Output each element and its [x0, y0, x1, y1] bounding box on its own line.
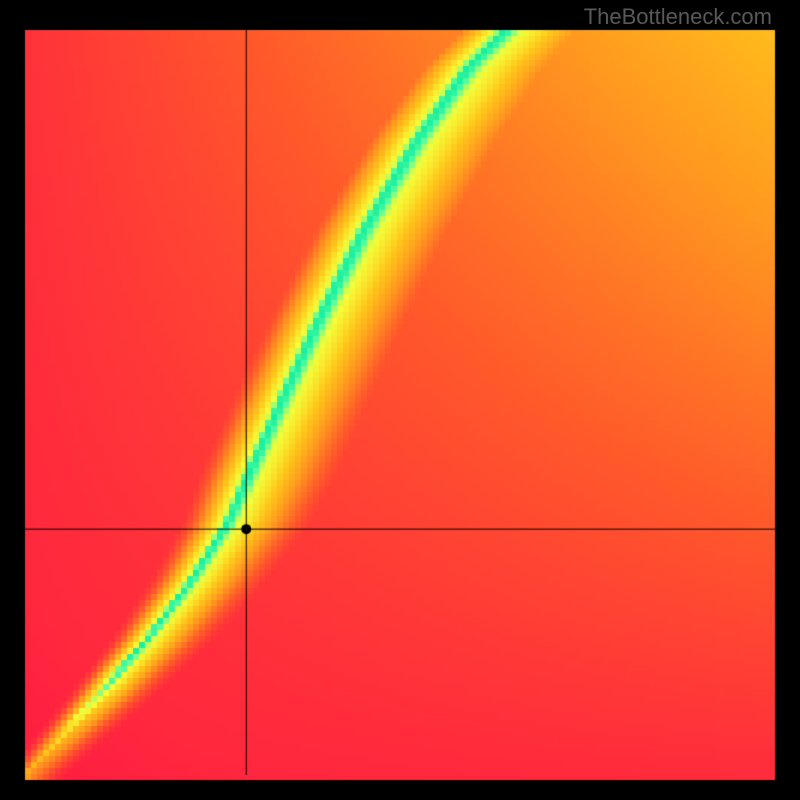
watermark-label: TheBottleneck.com	[584, 4, 772, 30]
heatmap-canvas	[0, 0, 800, 800]
chart-container: TheBottleneck.com	[0, 0, 800, 800]
